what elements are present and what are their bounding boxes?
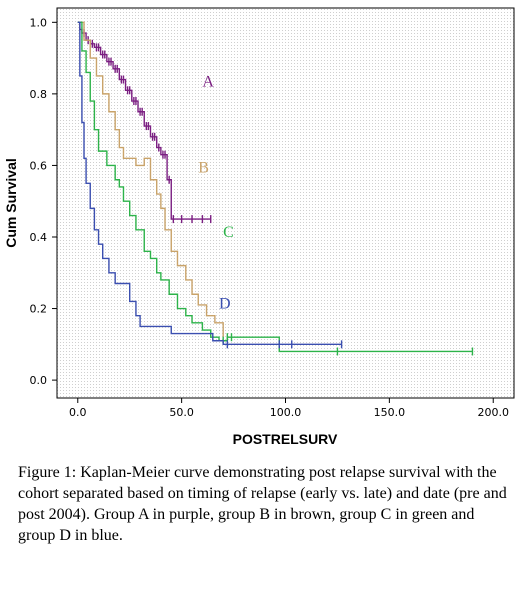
series-d: D [77, 21, 343, 349]
series-c: C [77, 21, 474, 356]
series-b: B [77, 21, 224, 338]
x-tick-label: 0.0 [69, 406, 87, 419]
x-tick-label: 100.0 [270, 406, 302, 419]
series-d-line [77, 21, 342, 346]
y-tick-label: 0.2 [30, 303, 48, 316]
y-tick-label: 1.0 [30, 16, 48, 29]
y-tick-label: 0.6 [30, 159, 48, 172]
plot-area [56, 7, 515, 399]
series-layer: A B C D [77, 21, 474, 356]
series-label-b: B [198, 160, 209, 177]
y-axis-title: Cum Survival [3, 158, 19, 247]
figure-caption: Figure 1: Kaplan-Meier curve demonstrati… [18, 464, 507, 544]
km-chart: 0.0 50.0 100.0 150.0 200.0 0.0 0.2 0.4 0.6 0.8 1.0… [3, 7, 515, 447]
series-b-line [77, 21, 224, 338]
axis-ticks: 0.0 50.0 100.0 150.0 200.0 0.0 0.2 0.4 0.6 0.8 1.0 [30, 16, 509, 419]
x-tick-label: 150.0 [374, 406, 406, 419]
series-c-line [77, 21, 473, 353]
series-label-a: A [202, 74, 214, 91]
y-tick-label: 0.8 [30, 88, 48, 101]
x-axis-title: POSTRELSURV [233, 431, 338, 447]
x-tick-label: 200.0 [477, 406, 509, 419]
series-label-c: C [223, 224, 234, 241]
y-tick-label: 0.0 [30, 374, 48, 387]
x-tick-label: 50.0 [169, 406, 194, 419]
y-tick-label: 0.4 [30, 231, 48, 244]
series-label-d: D [219, 296, 231, 313]
